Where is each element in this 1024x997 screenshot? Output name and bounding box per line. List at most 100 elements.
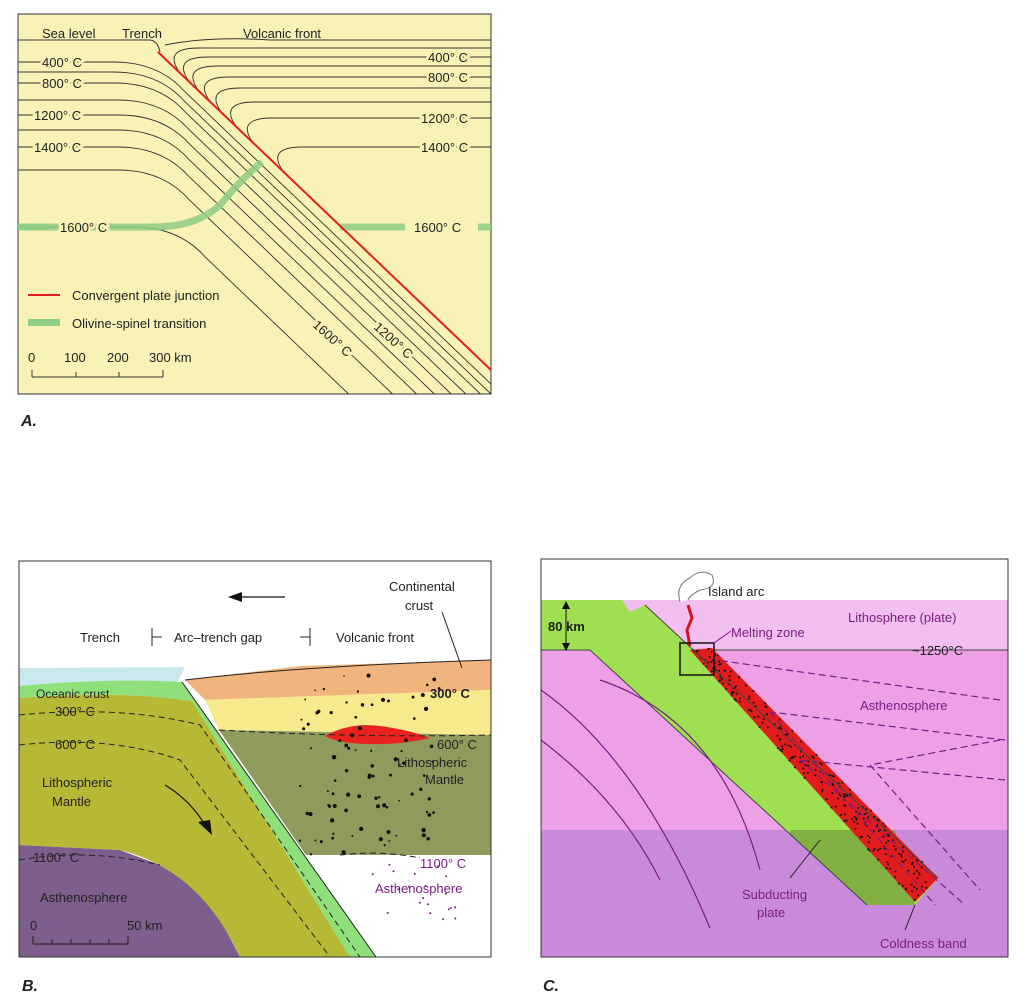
magma-dots	[431, 760, 434, 763]
stipple	[821, 788, 824, 791]
isotherm	[183, 56, 491, 83]
stipple	[821, 781, 824, 784]
stipple	[887, 863, 890, 866]
flow-arrow	[799, 759, 1006, 781]
magma-dots	[399, 763, 401, 766]
magma-dots	[354, 749, 357, 751]
magma-dots	[436, 865, 439, 868]
scale-bar	[32, 936, 129, 945]
magma-dots	[370, 749, 373, 752]
magma-dots	[429, 912, 432, 915]
stipple	[902, 861, 905, 864]
magma-dots	[366, 673, 371, 678]
stipple	[748, 695, 751, 698]
magma-dots	[418, 901, 421, 904]
label: Trench	[80, 630, 120, 645]
stipple	[897, 882, 900, 885]
stipple	[901, 860, 904, 863]
stipple	[781, 747, 784, 750]
legend-swatch	[28, 319, 60, 326]
stipple	[898, 852, 901, 855]
magma-dots	[298, 839, 302, 842]
magma-dots	[445, 875, 448, 878]
stipple	[889, 867, 892, 870]
flow-arrow	[715, 659, 1001, 701]
magma-dots	[331, 836, 335, 840]
magma-dots	[427, 797, 431, 801]
sea-surface	[18, 38, 491, 53]
stipple	[882, 822, 885, 825]
melt	[325, 725, 430, 745]
stipple	[862, 817, 865, 820]
stipple	[710, 670, 713, 673]
magma-dots	[330, 818, 335, 823]
panel-a-frame	[17, 13, 492, 395]
magma-dots	[432, 677, 437, 682]
magma-dots	[354, 715, 358, 719]
isotherm-label: 1200° C	[34, 108, 81, 123]
stipple	[886, 861, 889, 864]
stipple	[749, 708, 752, 711]
stipple	[834, 805, 837, 808]
stipple	[790, 745, 793, 748]
flow-arrow	[540, 659, 1006, 929]
stipple	[744, 684, 747, 687]
label: Continental	[389, 579, 455, 594]
stipple	[716, 654, 719, 657]
isotherm-label: 400° C	[428, 50, 468, 65]
stipple	[735, 692, 738, 695]
stipple	[893, 845, 896, 848]
stipple	[886, 833, 889, 836]
isotherm-label: 1400° C	[421, 140, 468, 155]
olivine-spinel-band	[18, 159, 265, 231]
magma-dots	[449, 907, 452, 910]
label: Sea level	[42, 26, 96, 41]
isotherm-label: 1600° C	[414, 220, 461, 235]
magma-dots	[389, 773, 392, 777]
stipple	[831, 774, 834, 777]
stipple	[915, 859, 918, 862]
magma-dots	[404, 738, 408, 743]
stipple	[915, 869, 918, 872]
magma-dots	[383, 844, 386, 847]
stipple	[877, 849, 880, 852]
isotherm-label: 300° C	[55, 704, 95, 719]
stipple	[894, 870, 897, 873]
leader	[713, 630, 732, 644]
stipple	[776, 746, 779, 749]
magma-dots	[306, 722, 310, 726]
stipple	[855, 810, 858, 813]
stipple	[829, 774, 832, 777]
stipple	[901, 884, 904, 887]
stipple	[802, 772, 805, 775]
panel-c-frame	[540, 558, 1009, 958]
stipple	[725, 687, 728, 690]
magma-dots	[309, 747, 312, 750]
magma-dots	[333, 779, 337, 782]
label: Coldness band	[880, 936, 967, 951]
isotherm	[18, 99, 467, 395]
panel-b-frame	[18, 560, 492, 958]
stipple	[702, 662, 705, 665]
stipple	[851, 818, 854, 821]
magma-dots	[344, 808, 348, 813]
isotherm	[18, 114, 452, 395]
stipple	[778, 718, 781, 721]
magma-dots	[421, 827, 426, 833]
stipple	[784, 733, 787, 736]
magma-dots	[359, 826, 364, 832]
stipple	[719, 662, 722, 665]
stipple	[731, 691, 734, 694]
stipple	[839, 813, 842, 816]
isotherm-label: 800° C	[428, 70, 468, 85]
label: plate	[757, 905, 785, 920]
magma-dots	[300, 718, 303, 721]
stipple	[720, 678, 723, 681]
label: Asthenosphere	[860, 698, 947, 713]
magma-dots	[315, 711, 319, 715]
stipple	[842, 793, 845, 796]
stipple	[910, 863, 913, 866]
magma-dots	[304, 698, 307, 701]
stipple	[762, 718, 765, 721]
label: Asthenosphere	[375, 881, 462, 896]
